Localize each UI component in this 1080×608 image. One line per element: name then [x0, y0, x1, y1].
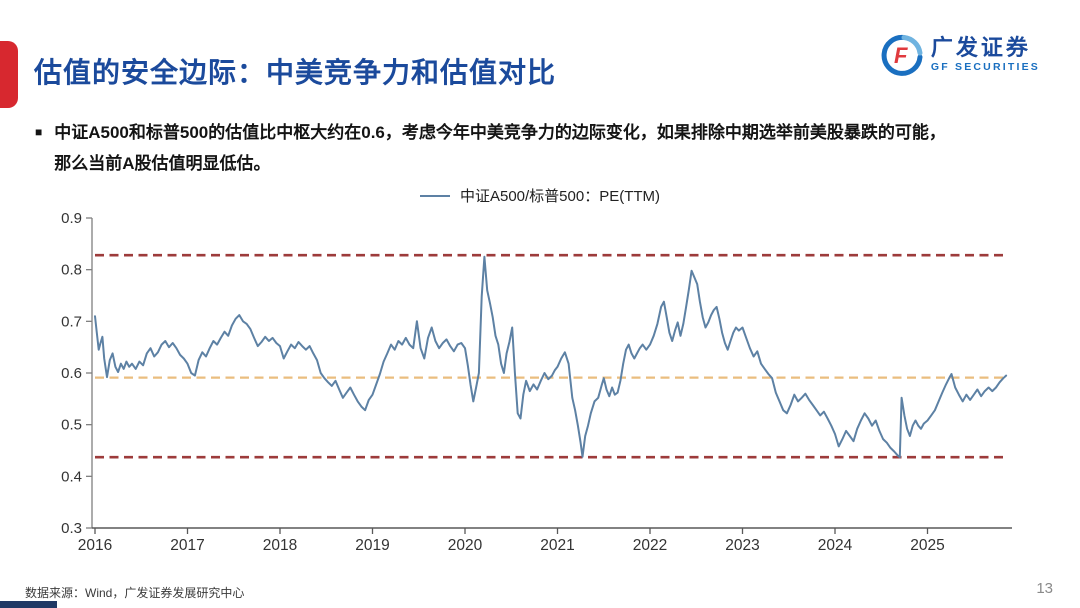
y-tick-label: 0.6 [61, 365, 82, 382]
x-tick-label: 2025 [910, 537, 944, 554]
x-tick-label: 2022 [633, 537, 667, 554]
y-tick-label: 0.9 [61, 210, 82, 227]
bullet-text-line1: 中证A500和标普500的估值比中枢大约在0.6，考虑今年中美竞争力的边际变化，… [54, 123, 946, 142]
bullet-text: 中证A500和标普500的估值比中枢大约在0.6，考虑今年中美竞争力的边际变化，… [54, 117, 946, 179]
bullet-text-line2: 那么当前A股估值明显低估。 [54, 154, 271, 173]
bullet-square-icon: ■ [35, 125, 43, 139]
pe-ratio-line-chart: 0.3 0.4 0.5 0.6 0.7 0.8 0.9 2016 2017 2018 2019 202… [61, 210, 1012, 554]
legend-label: 中证A500/标普500：PE(TTM) [459, 188, 661, 205]
footer-corner-bar [0, 601, 57, 608]
gf-securities-logo: F 广发证券 GF SECURITIES [881, 34, 1040, 76]
page-title: 估值的安全边际：中美竞争力和估值对比 [34, 57, 557, 88]
x-tick-label: 2017 [170, 537, 204, 554]
x-tick-label: 2020 [448, 537, 483, 554]
series-line [94, 255, 1008, 459]
legend-line-swatch [419, 194, 450, 197]
x-tick-label: 2018 [263, 537, 297, 554]
y-tick-label: 0.3 [61, 520, 82, 537]
x-tick-label: 2021 [540, 537, 574, 554]
gf-logo-cn: 广发证券 [930, 35, 1031, 61]
gf-logo-en: GF SECURITIES [930, 61, 1040, 74]
x-tick-label: 2016 [78, 537, 112, 554]
page-number: 13 [1036, 580, 1053, 597]
x-tick-label: 2024 [818, 537, 853, 554]
chart-area: 0.3 0.4 0.5 0.6 0.7 0.8 0.9 2016 2017 2018 2019 202… [0, 205, 1080, 560]
y-tick-label: 0.7 [61, 313, 82, 330]
bullet-block: ■ 中证A500和标普500的估值比中枢大约在0.6，考虑今年中美竞争力的边际变… [35, 117, 1055, 179]
chart-legend: 中证A500/标普500：PE(TTM) [0, 185, 1080, 206]
gf-logo-text: 广发证券 GF SECURITIES [930, 35, 1040, 74]
source-note: 数据来源：Wind，广发证券发展研究中心 [25, 586, 245, 600]
svg-text:F: F [894, 43, 908, 68]
gf-logo-icon: F [881, 34, 923, 76]
title-accent-bar [0, 41, 18, 108]
y-tick-label: 0.4 [61, 468, 82, 485]
x-tick-label: 2023 [725, 537, 759, 554]
x-tick-label: 2019 [355, 537, 389, 554]
y-tick-label: 0.5 [61, 417, 82, 434]
y-tick-label: 0.8 [61, 262, 82, 279]
